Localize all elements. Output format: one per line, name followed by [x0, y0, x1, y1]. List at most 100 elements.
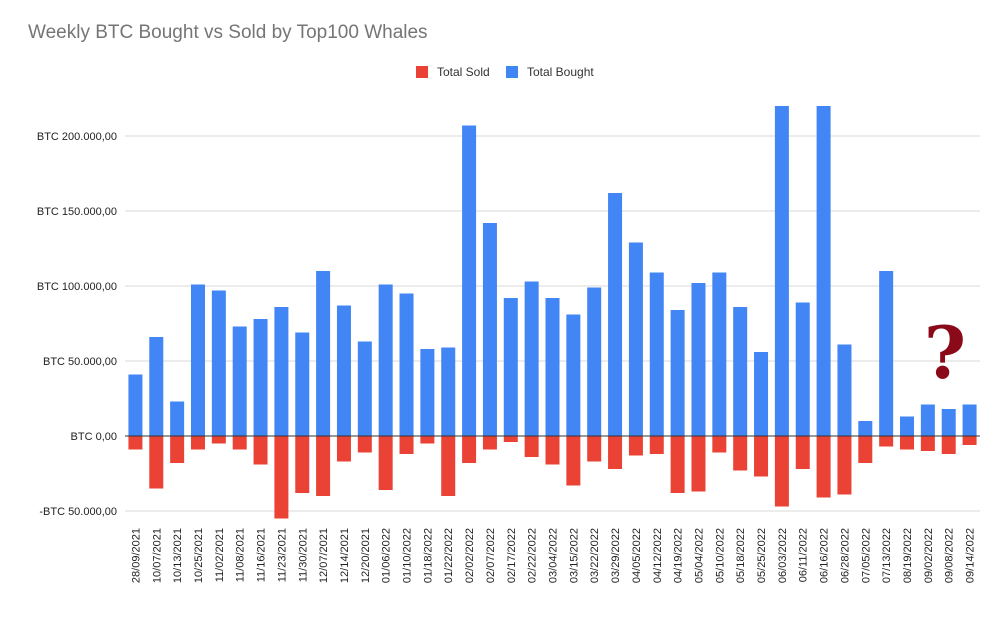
x-tick-label: 02/02/2022 — [464, 528, 476, 583]
y-tick-label: BTC 50.000,00 — [43, 356, 117, 368]
bar-total-bought — [879, 271, 894, 436]
bar-total-bought — [691, 283, 706, 436]
bar-total-sold — [816, 436, 831, 498]
bar-total-bought — [649, 272, 664, 436]
y-tick-label: BTC 0,00 — [71, 431, 117, 443]
bar-total-sold — [316, 436, 331, 496]
bar-total-sold — [420, 436, 435, 444]
x-tick-label: 06/16/2022 — [819, 528, 831, 583]
bar-total-sold — [545, 436, 560, 465]
x-tick-label: 11/02/2021 — [214, 528, 226, 582]
legend-swatch — [416, 66, 428, 78]
bar-total-sold — [170, 436, 185, 463]
bar-total-bought — [441, 347, 456, 436]
x-tick-label: 04/05/2022 — [631, 528, 643, 583]
bar-total-bought — [316, 271, 331, 436]
x-tick-label: 03/29/2022 — [610, 528, 622, 583]
bar-total-bought — [462, 125, 477, 436]
bar-total-sold — [149, 436, 164, 489]
x-tick-label: 06/28/2022 — [839, 528, 851, 583]
bar-total-bought — [545, 298, 560, 436]
y-tick-labels: -BTC 50.000,00 BTC 0,00 BTC 50.000,00 BTC 1… — [37, 131, 117, 518]
bar-total-sold — [253, 436, 268, 465]
legend: Total Sold Total Bought — [416, 65, 594, 79]
bar-total-bought — [712, 272, 727, 436]
x-tick-label: 05/18/2022 — [735, 528, 747, 583]
bar-total-sold — [587, 436, 602, 462]
x-tick-label: 10/07/2021 — [151, 528, 163, 583]
bar-total-bought — [420, 349, 435, 436]
bar-total-sold — [837, 436, 852, 495]
x-tick-label: 04/19/2022 — [673, 528, 685, 583]
x-tick-labels: 28/09/2021 10/07/2021 10/13/2021 10/25/2021… — [130, 528, 976, 583]
x-tick-label: 02/07/2022 — [485, 528, 497, 583]
x-tick-label: 05/25/2022 — [756, 528, 768, 583]
bar-total-sold — [670, 436, 685, 493]
bar-total-sold — [712, 436, 727, 453]
x-tick-label: 06/03/2022 — [777, 528, 789, 583]
x-tick-label: 05/04/2022 — [693, 528, 705, 583]
bar-total-sold — [962, 436, 977, 445]
bar-total-bought — [816, 106, 831, 436]
question-mark-annotation: ? — [924, 310, 966, 395]
bar-total-bought — [399, 293, 414, 436]
x-tick-label: 12/07/2021 — [318, 528, 330, 583]
bar-total-sold — [733, 436, 748, 471]
x-tick-label: 02/22/2022 — [527, 528, 539, 583]
chart-title: Weekly BTC Bought vs Sold by Top100 Whal… — [28, 22, 428, 43]
x-tick-label: 07/05/2022 — [860, 528, 872, 583]
x-tick-label: 28/09/2021 — [130, 528, 142, 583]
x-tick-label: 10/25/2021 — [193, 528, 205, 583]
legend-label: Total Bought — [527, 65, 594, 79]
x-tick-label: 03/04/2022 — [548, 528, 560, 583]
x-tick-label: 01/22/2022 — [443, 528, 455, 583]
x-tick-label: 09/02/2022 — [923, 528, 935, 583]
bar-total-bought — [920, 404, 935, 436]
bar-total-bought — [274, 307, 289, 436]
bar-total-sold — [608, 436, 623, 469]
bar-total-bought — [774, 106, 789, 436]
x-tick-label: 10/13/2021 — [172, 528, 184, 583]
series-total-bought — [128, 106, 977, 436]
bar-total-bought — [941, 409, 956, 436]
y-tick-label: BTC 200.000,00 — [37, 131, 117, 143]
x-tick-label: 11/23/2021 — [276, 528, 288, 582]
bar-total-sold — [900, 436, 915, 450]
bar-total-sold — [649, 436, 664, 454]
x-tick-label: 11/08/2021 — [235, 528, 247, 582]
x-tick-label: 09/08/2022 — [944, 528, 956, 583]
bar-total-sold — [566, 436, 581, 486]
y-tick-label: -BTC 50.000,00 — [39, 506, 117, 518]
bar-total-sold — [336, 436, 351, 462]
bar-total-sold — [795, 436, 810, 469]
bar-total-sold — [941, 436, 956, 454]
bar-total-bought — [900, 416, 915, 436]
x-tick-label: 01/06/2022 — [381, 528, 393, 583]
bar-total-sold — [858, 436, 873, 463]
bar-total-bought — [754, 352, 769, 436]
bar-total-sold — [524, 436, 539, 457]
bar-total-sold — [774, 436, 789, 507]
bar-total-bought — [295, 332, 310, 436]
x-tick-label: 03/15/2022 — [568, 528, 580, 583]
y-tick-label: BTC 100.000,00 — [37, 281, 117, 293]
x-tick-label: 09/14/2022 — [965, 528, 977, 583]
x-tick-label: 11/16/2021 — [256, 528, 268, 582]
x-tick-label: 08/19/2022 — [902, 528, 914, 583]
x-tick-label: 12/14/2021 — [339, 528, 351, 583]
x-tick-label: 07/13/2022 — [881, 528, 893, 583]
bar-total-bought — [232, 326, 247, 436]
bar-total-sold — [482, 436, 497, 450]
bar-total-sold — [232, 436, 247, 450]
legend-swatch — [506, 66, 518, 78]
bar-total-bought — [858, 421, 873, 436]
bar-total-bought — [336, 305, 351, 436]
bar-total-bought — [628, 242, 643, 436]
bar-total-sold — [628, 436, 643, 456]
bar-total-sold — [295, 436, 310, 493]
bar-total-sold — [754, 436, 769, 477]
bar-total-bought — [566, 314, 581, 436]
bar-total-sold — [399, 436, 414, 454]
bar-total-bought — [587, 287, 602, 436]
bar-total-sold — [190, 436, 205, 450]
